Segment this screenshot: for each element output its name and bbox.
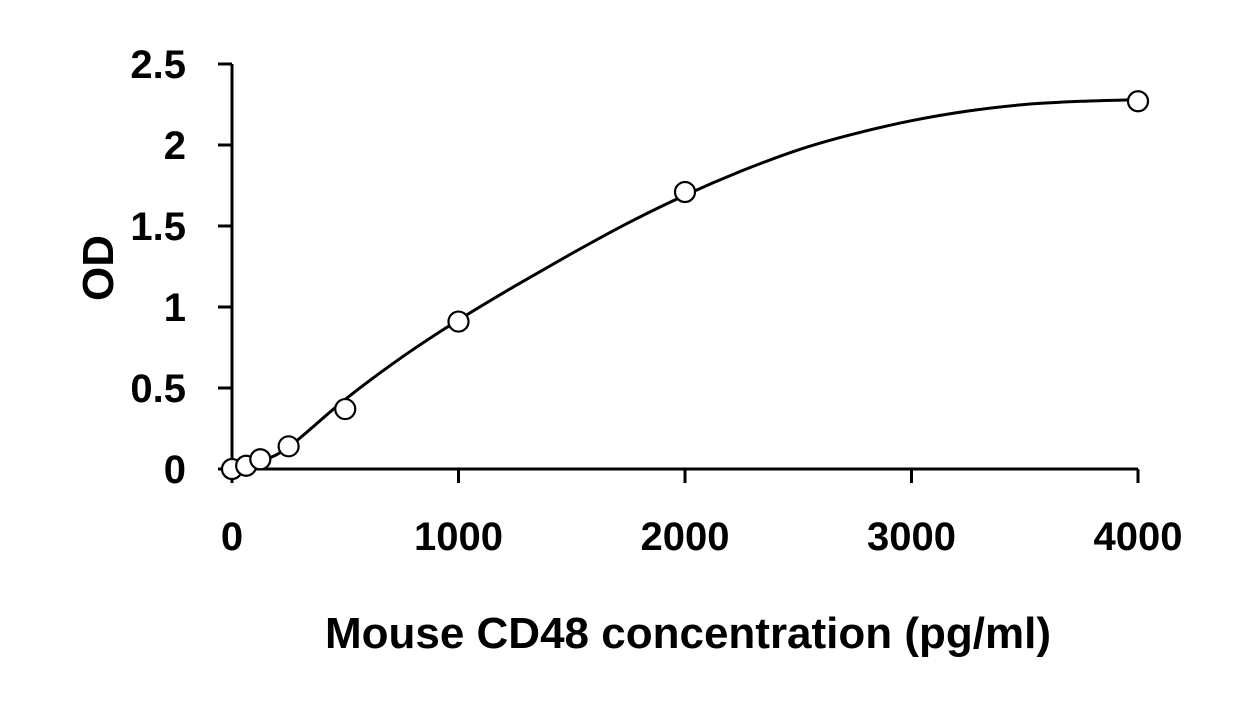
y-tick-label: 2.5 xyxy=(130,43,186,87)
x-axis-title: Mouse CD48 concentration (pg/ml) xyxy=(325,609,1051,658)
x-tick-label: 1000 xyxy=(414,515,503,559)
x-tick-label: 3000 xyxy=(867,515,956,559)
data-point xyxy=(1126,90,1150,113)
x-tick-label: 4000 xyxy=(1094,515,1183,559)
y-tick-label: 1 xyxy=(164,286,186,330)
y-ticks: 0 0.5 1 1.5 2 2.5 xyxy=(130,43,232,492)
y-tick-label: 2 xyxy=(164,124,186,168)
data-points xyxy=(220,90,1150,481)
data-point xyxy=(249,448,272,471)
data-point xyxy=(447,310,470,333)
fit-curve xyxy=(245,98,1139,471)
data-point xyxy=(673,180,697,204)
x-tick-label: 0 xyxy=(221,515,243,559)
axes xyxy=(230,64,1138,471)
data-point xyxy=(277,435,300,458)
y-axis-title: OD xyxy=(74,235,123,301)
data-point xyxy=(334,397,357,421)
x-ticks: 0 1000 2000 3000 4000 xyxy=(221,469,1183,559)
y-tick-label: 1.5 xyxy=(130,205,186,249)
y-tick-label: 0 xyxy=(164,448,186,492)
x-tick-label: 2000 xyxy=(641,515,730,559)
y-tick-label: 0.5 xyxy=(130,367,186,411)
